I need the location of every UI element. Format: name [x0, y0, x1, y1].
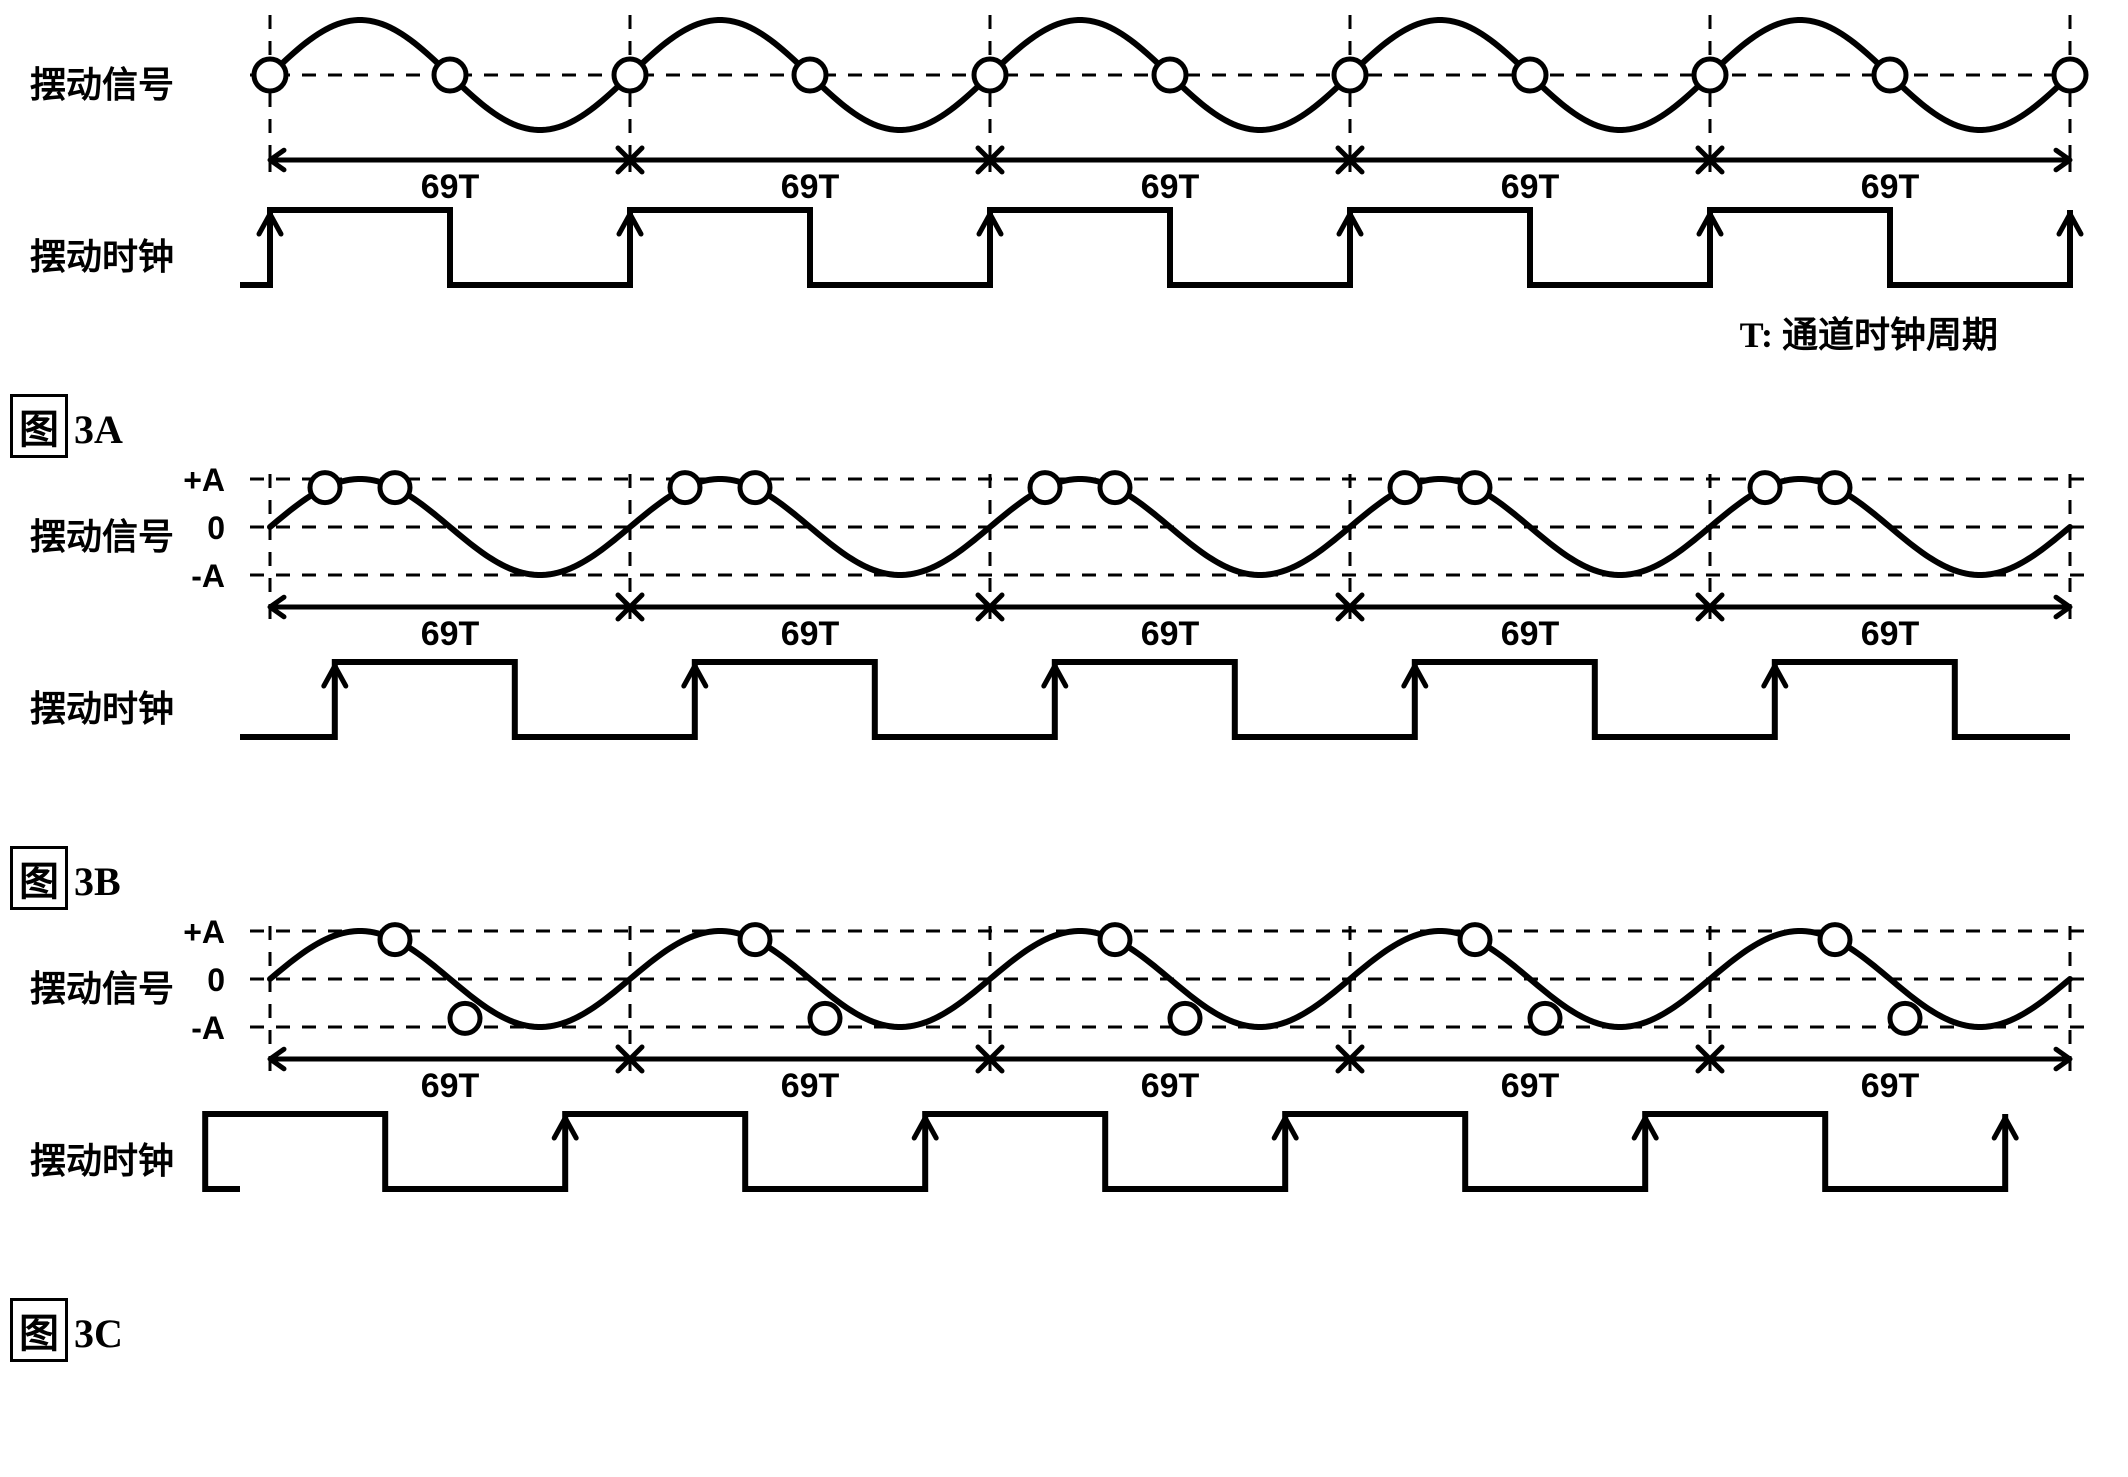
svg-text:-A: -A	[191, 558, 225, 594]
clock-label-A: 摆动时钟	[30, 228, 174, 280]
waveform-svg-C: 69T 69T 69T 69T 69T +A 0 -A	[10, 914, 2118, 1294]
svg-text:69T: 69T	[781, 1067, 840, 1105]
fig-label-prefix-C: 图	[10, 1298, 68, 1362]
fig-label-3C: 图3C	[10, 1298, 2118, 1362]
note-T: T: 通道时钟周期	[1740, 306, 1998, 358]
svg-text:69T: 69T	[781, 615, 840, 653]
svg-text:-A: -A	[191, 1010, 225, 1046]
svg-text:69T: 69T	[421, 1067, 480, 1105]
fig-label-suffix-C: 3C	[74, 1311, 123, 1356]
svg-text:69T: 69T	[421, 615, 480, 653]
clock-label-B: 摆动时钟	[30, 680, 174, 732]
svg-text:69T: 69T	[1861, 1067, 1920, 1105]
fig-label-3A: 图3A	[10, 394, 2118, 458]
svg-text:69T: 69T	[1141, 615, 1200, 653]
panel-3A: 摆动信号 摆动时钟 69T 69T 69T 69T 69T T: 通道时钟周期	[10, 10, 2118, 390]
clock-label-C: 摆动时钟	[30, 1132, 174, 1184]
fig-label-suffix-B: 3B	[74, 859, 121, 904]
signal-label-B: 摆动信号	[30, 508, 174, 560]
panel-3C: 摆动信号 摆动时钟 69T 69T 69T 69T 69T +A 0 -A	[10, 914, 2118, 1294]
fig-label-3B: 图3B	[10, 846, 2118, 910]
fig-label-prefix-A: 图	[10, 394, 68, 458]
svg-text:0: 0	[207, 510, 225, 546]
waveform-svg-B: 69T 69T 69T 69T 69T +A 0 -A	[10, 462, 2118, 842]
svg-text:+A: +A	[183, 462, 225, 498]
svg-text:69T: 69T	[1141, 168, 1200, 206]
figure-set: 摆动信号 摆动时钟 69T69T69T69T69T T: 通道时钟周期 图3A …	[10, 10, 2118, 1362]
svg-text:0: 0	[207, 962, 225, 998]
svg-text:69T: 69T	[1141, 1067, 1200, 1105]
svg-text:69T: 69T	[1501, 1067, 1560, 1105]
svg-text:69T: 69T	[1861, 168, 1920, 206]
svg-text:69T: 69T	[781, 168, 840, 206]
svg-text:69T: 69T	[1501, 615, 1560, 653]
signal-label-A: 摆动信号	[30, 56, 174, 108]
svg-text:69T: 69T	[1861, 615, 1920, 653]
fig-label-prefix-B: 图	[10, 846, 68, 910]
svg-text:69T: 69T	[1501, 168, 1560, 206]
svg-text:+A: +A	[183, 914, 225, 950]
svg-text:69T: 69T	[421, 168, 480, 206]
signal-label-C: 摆动信号	[30, 960, 174, 1012]
fig-label-suffix-A: 3A	[74, 407, 123, 452]
panel-3B: 摆动信号 摆动时钟 69T 69T 69T 69T 69T +A 0 -A	[10, 462, 2118, 842]
